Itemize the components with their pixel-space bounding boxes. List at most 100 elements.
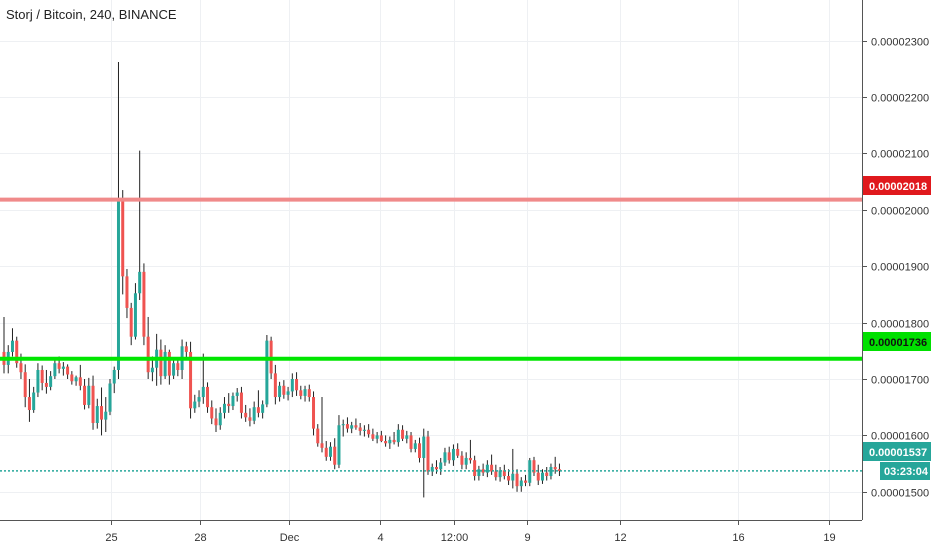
candle bbox=[426, 430, 430, 475]
candle-body bbox=[197, 397, 201, 402]
candle-body bbox=[290, 379, 294, 392]
candle-body bbox=[312, 397, 316, 429]
candle-body bbox=[350, 425, 354, 429]
candle bbox=[146, 316, 150, 380]
candle-body bbox=[40, 369, 44, 383]
candle-body bbox=[532, 460, 536, 473]
candle-body bbox=[176, 363, 180, 370]
candle-body bbox=[214, 418, 218, 426]
candle-body bbox=[125, 276, 129, 308]
last-price-tag: 0.00001537 bbox=[863, 442, 931, 461]
candle-body bbox=[439, 462, 443, 470]
candle-body bbox=[524, 480, 528, 483]
candle-body bbox=[49, 376, 53, 387]
candle-body bbox=[201, 386, 205, 398]
candle bbox=[248, 408, 252, 427]
candle bbox=[87, 377, 91, 409]
candle bbox=[116, 62, 120, 380]
candle-body bbox=[32, 392, 36, 411]
candle-body bbox=[222, 403, 226, 413]
candle bbox=[159, 339, 163, 385]
candle-body bbox=[282, 385, 286, 395]
candle bbox=[549, 463, 553, 480]
candle bbox=[235, 388, 239, 402]
candle-body bbox=[320, 443, 324, 448]
candle bbox=[401, 425, 405, 442]
candle bbox=[388, 436, 392, 449]
candle-body bbox=[23, 372, 27, 398]
time-tick-label: 25 bbox=[105, 532, 117, 544]
candle-body bbox=[375, 435, 379, 439]
candle bbox=[36, 363, 40, 398]
candle-body bbox=[74, 377, 78, 382]
candle-body bbox=[53, 363, 57, 377]
candle bbox=[485, 460, 489, 478]
candle-body bbox=[295, 379, 299, 391]
countdown-tag: 03:23:04 bbox=[880, 462, 930, 480]
candle bbox=[125, 269, 129, 319]
candle-body bbox=[371, 434, 375, 439]
candle bbox=[295, 372, 299, 396]
candle bbox=[456, 443, 460, 458]
candle bbox=[477, 465, 481, 481]
candle bbox=[316, 424, 320, 447]
candle-body bbox=[519, 480, 523, 487]
candle bbox=[15, 336, 19, 368]
candle bbox=[239, 386, 243, 419]
time-tick-label: 9 bbox=[524, 532, 530, 544]
resistance-price-label: 0.00002018 bbox=[869, 181, 927, 193]
candle-body bbox=[19, 363, 23, 373]
candle bbox=[447, 446, 451, 464]
candle bbox=[10, 328, 14, 357]
candle bbox=[290, 373, 294, 398]
price-tick-label: 0.00001500 bbox=[871, 488, 929, 500]
candle-body bbox=[172, 363, 176, 376]
candle-body bbox=[345, 424, 349, 429]
candle bbox=[358, 422, 362, 436]
candle-body bbox=[434, 466, 438, 470]
candle-body bbox=[557, 469, 561, 471]
candle-body bbox=[333, 446, 337, 465]
time-axis[interactable]: 25 28 Dec 4 12:00 9 12 16 19 bbox=[105, 520, 836, 544]
candle bbox=[375, 432, 379, 444]
candle bbox=[112, 366, 116, 394]
candle bbox=[197, 390, 201, 408]
candle-body bbox=[108, 383, 112, 412]
candle-body bbox=[401, 429, 405, 439]
candle bbox=[439, 457, 443, 475]
candle-body bbox=[362, 429, 366, 431]
candle bbox=[392, 432, 396, 445]
candle-body bbox=[477, 469, 481, 477]
candle-body bbox=[307, 389, 311, 398]
candle bbox=[557, 463, 561, 477]
candle-body bbox=[91, 385, 95, 423]
candle bbox=[498, 466, 502, 482]
candle-body bbox=[44, 382, 48, 387]
candle-body bbox=[418, 443, 422, 458]
price-tick-label: 0.00002300 bbox=[871, 37, 929, 49]
price-tick-label: 0.00001700 bbox=[871, 375, 929, 387]
candle bbox=[345, 417, 349, 433]
candle-body bbox=[83, 385, 87, 405]
candle-body bbox=[244, 412, 248, 418]
time-tick-label: 28 bbox=[194, 532, 206, 544]
price-tick-label: 0.00002100 bbox=[871, 149, 929, 161]
candle bbox=[405, 430, 409, 444]
candle-body bbox=[396, 429, 400, 443]
candle bbox=[138, 150, 142, 301]
candle bbox=[53, 359, 57, 380]
candle bbox=[350, 421, 354, 434]
candle-body bbox=[507, 476, 511, 481]
candle bbox=[409, 432, 413, 453]
candle-body bbox=[210, 407, 214, 419]
candle bbox=[532, 456, 536, 477]
candle-body bbox=[66, 366, 70, 375]
candle-body bbox=[252, 407, 256, 421]
candle-body bbox=[354, 425, 358, 428]
candle bbox=[307, 384, 311, 402]
price-axis[interactable]: 0.00002300 0.00002200 0.00002100 0.00002000… bbox=[862, 37, 929, 500]
candle bbox=[95, 398, 99, 429]
candle bbox=[222, 397, 226, 419]
candle bbox=[333, 438, 337, 470]
